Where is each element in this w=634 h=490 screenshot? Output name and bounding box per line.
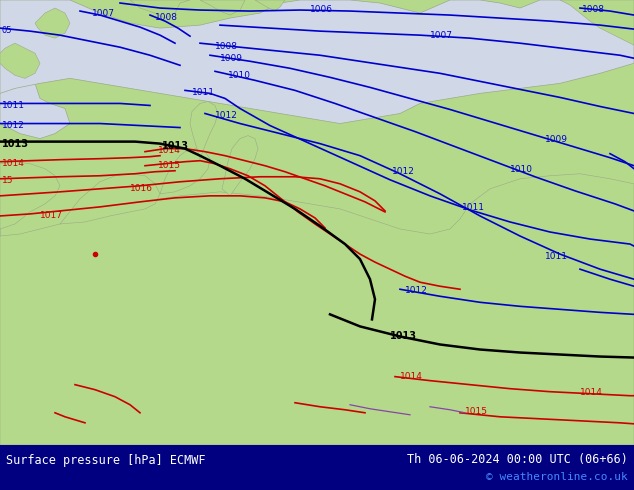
Text: 1014: 1014 xyxy=(158,146,181,155)
Text: 1008: 1008 xyxy=(155,13,178,22)
Text: 1012: 1012 xyxy=(392,167,415,176)
Text: 1010: 1010 xyxy=(510,165,533,174)
Text: 1006: 1006 xyxy=(310,4,333,14)
Text: 05: 05 xyxy=(2,25,13,35)
Text: 1013: 1013 xyxy=(390,331,417,342)
Text: 1015: 1015 xyxy=(158,161,181,170)
Text: 1015: 1015 xyxy=(465,407,488,416)
Text: 1007: 1007 xyxy=(92,8,115,18)
Text: 1013: 1013 xyxy=(162,141,189,150)
Text: 1007: 1007 xyxy=(430,31,453,40)
Text: 1014: 1014 xyxy=(400,372,423,381)
Text: 1012: 1012 xyxy=(405,286,428,295)
Text: 1012: 1012 xyxy=(215,111,238,120)
Text: 1012: 1012 xyxy=(2,121,25,130)
Text: 15: 15 xyxy=(2,176,13,185)
Text: 1016: 1016 xyxy=(130,184,153,194)
Text: 1014: 1014 xyxy=(2,159,25,168)
Text: Surface pressure [hPa] ECMWF: Surface pressure [hPa] ECMWF xyxy=(6,454,206,467)
Text: 1011: 1011 xyxy=(545,251,568,261)
Text: 1013: 1013 xyxy=(2,139,29,148)
Text: 1017: 1017 xyxy=(40,211,63,220)
Text: 1008: 1008 xyxy=(582,4,605,14)
Text: 1009: 1009 xyxy=(545,135,568,144)
Text: 1011: 1011 xyxy=(192,88,215,97)
Text: Th 06-06-2024 00:00 UTC (06+66): Th 06-06-2024 00:00 UTC (06+66) xyxy=(407,453,628,466)
Text: 1008: 1008 xyxy=(215,42,238,50)
Text: 1009: 1009 xyxy=(220,54,243,63)
Text: © weatheronline.co.uk: © weatheronline.co.uk xyxy=(486,472,628,482)
Text: 1011: 1011 xyxy=(462,203,485,212)
Text: 1014: 1014 xyxy=(580,388,603,397)
Text: 1010: 1010 xyxy=(228,71,251,80)
Text: 1011: 1011 xyxy=(2,101,25,110)
